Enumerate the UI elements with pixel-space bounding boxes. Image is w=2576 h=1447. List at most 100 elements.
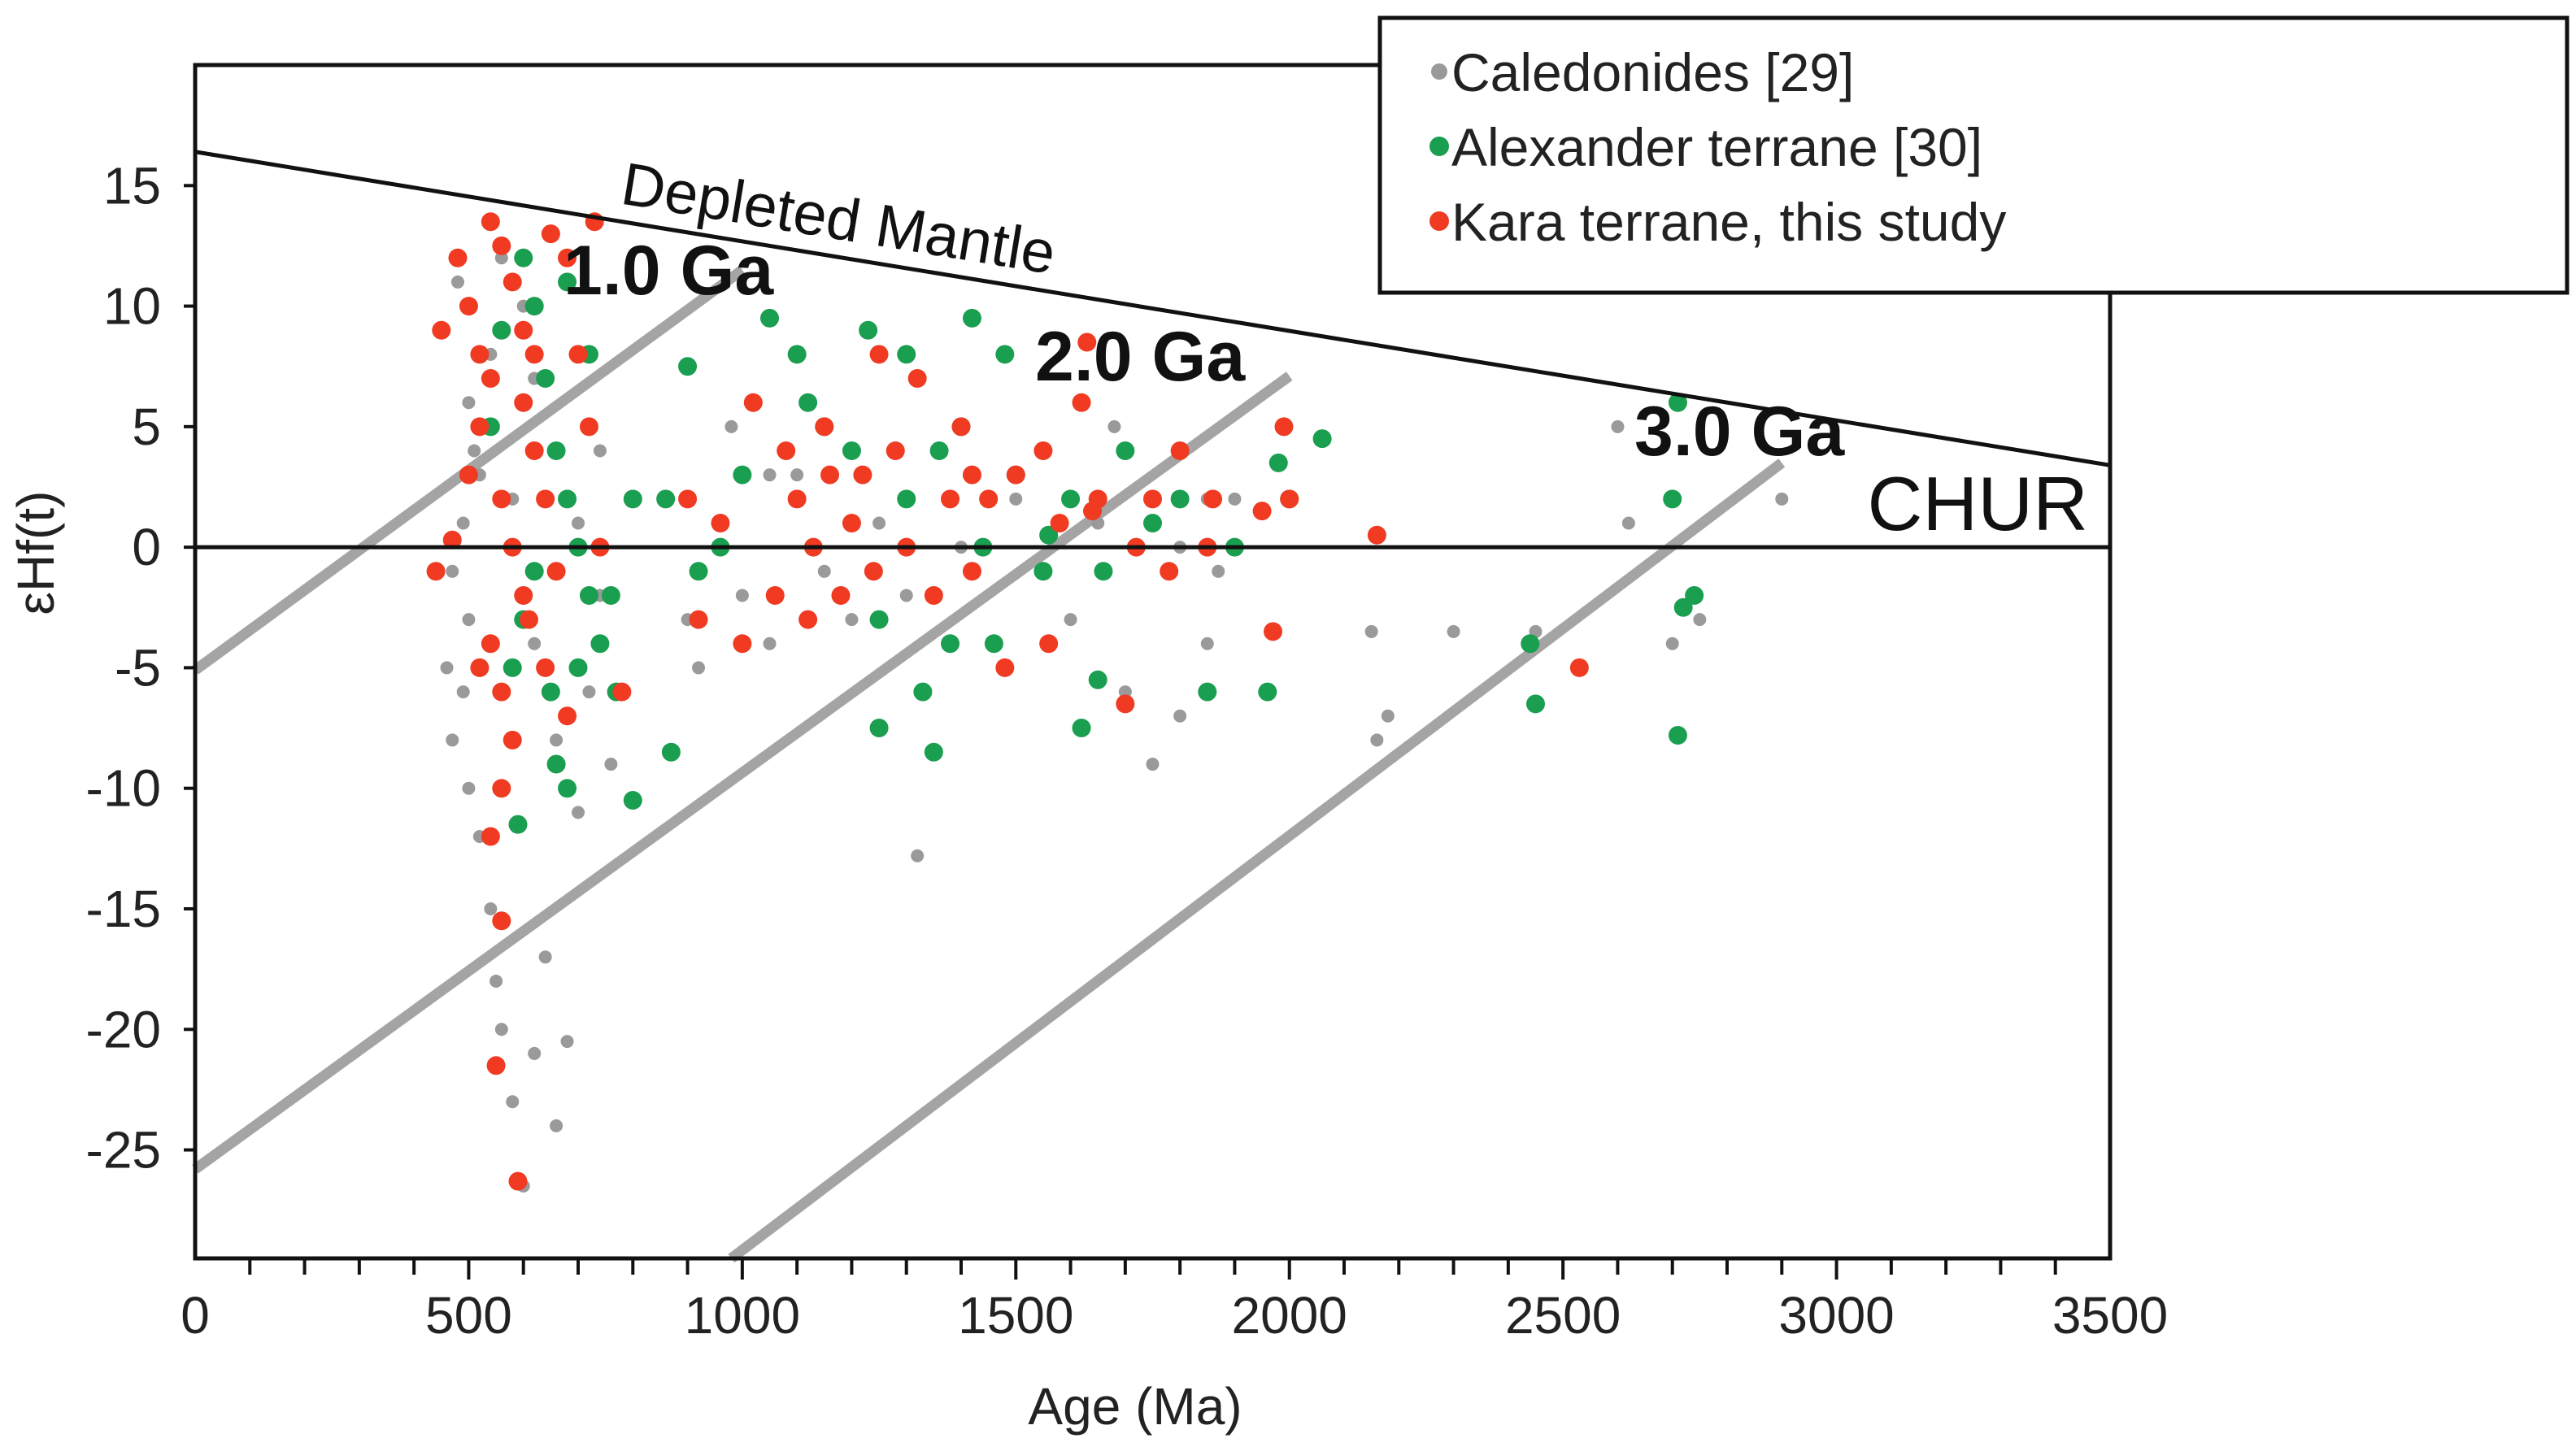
point-alexander bbox=[984, 634, 1003, 654]
y-tick-label: 0 bbox=[132, 518, 161, 576]
point-caledonides bbox=[1447, 624, 1460, 638]
y-tick-label: -10 bbox=[86, 759, 162, 818]
point-alexander bbox=[492, 320, 511, 340]
point-kara bbox=[995, 658, 1015, 677]
point-caledonides bbox=[724, 419, 738, 433]
point-caledonides bbox=[1621, 516, 1635, 530]
point-alexander bbox=[590, 634, 610, 654]
point-caledonides bbox=[560, 1035, 574, 1049]
point-alexander bbox=[601, 585, 620, 605]
point-caledonides bbox=[450, 275, 464, 289]
point-caledonides bbox=[1370, 733, 1384, 747]
point-kara bbox=[514, 393, 533, 412]
point-caledonides bbox=[462, 781, 476, 795]
x-tick-label: 2500 bbox=[1505, 1286, 1621, 1345]
legend-label-alexander: Alexander terrane [30] bbox=[1451, 117, 1982, 177]
point-caledonides bbox=[506, 1095, 520, 1109]
point-kara bbox=[831, 585, 851, 605]
point-alexander bbox=[859, 320, 878, 340]
point-kara bbox=[558, 706, 577, 726]
point-alexander bbox=[546, 441, 566, 461]
point-kara bbox=[1280, 489, 1299, 509]
point-alexander bbox=[929, 441, 949, 461]
point-alexander bbox=[941, 634, 960, 654]
point-caledonides bbox=[692, 661, 706, 675]
x-tick-label: 1500 bbox=[958, 1286, 1073, 1345]
point-kara bbox=[1203, 489, 1223, 509]
point-alexander bbox=[733, 465, 752, 485]
point-kara bbox=[886, 441, 905, 461]
point-kara bbox=[481, 212, 500, 232]
point-caledonides bbox=[872, 516, 886, 530]
point-kara bbox=[524, 441, 544, 461]
point-kara bbox=[568, 345, 588, 364]
point-caledonides bbox=[1364, 624, 1378, 638]
point-caledonides bbox=[462, 396, 476, 410]
point-alexander bbox=[623, 791, 642, 810]
point-caledonides bbox=[440, 661, 454, 675]
legend-marker-caledonides bbox=[1431, 63, 1447, 80]
evolution-line-3ga bbox=[728, 458, 1786, 1263]
point-kara bbox=[678, 489, 698, 509]
point-alexander bbox=[897, 345, 916, 364]
point-kara bbox=[1006, 465, 1025, 485]
point-kara bbox=[1160, 562, 1179, 581]
point-kara bbox=[524, 345, 544, 364]
point-alexander bbox=[558, 489, 577, 509]
x-axis-title: Age (Ma) bbox=[1028, 1377, 1242, 1436]
point-alexander bbox=[568, 658, 588, 677]
point-alexander bbox=[678, 357, 698, 376]
point-alexander bbox=[1312, 429, 1332, 449]
point-kara bbox=[924, 585, 943, 605]
point-alexander bbox=[1685, 585, 1704, 605]
point-alexander bbox=[869, 610, 889, 629]
point-caledonides bbox=[456, 516, 470, 530]
point-alexander bbox=[524, 562, 544, 581]
point-kara bbox=[481, 369, 500, 389]
x-tick-label: 2000 bbox=[1232, 1286, 1347, 1345]
point-caledonides bbox=[817, 564, 831, 578]
point-kara bbox=[1170, 441, 1190, 461]
point-alexander bbox=[995, 345, 1015, 364]
y-tick-label: 5 bbox=[132, 398, 161, 456]
point-caledonides bbox=[494, 251, 508, 265]
point-caledonides bbox=[1200, 637, 1214, 650]
point-kara bbox=[470, 658, 490, 677]
point-kara bbox=[432, 320, 451, 340]
y-tick-label: -20 bbox=[86, 1000, 162, 1058]
point-kara bbox=[869, 345, 889, 364]
point-kara bbox=[1264, 622, 1283, 641]
point-caledonides bbox=[494, 1023, 508, 1036]
point-kara bbox=[492, 489, 511, 509]
point-kara bbox=[1050, 513, 1069, 532]
point-alexander bbox=[760, 308, 779, 328]
point-alexander bbox=[1033, 562, 1053, 581]
point-kara bbox=[1082, 502, 1102, 521]
point-alexander bbox=[689, 562, 708, 581]
point-kara bbox=[951, 417, 971, 437]
point-alexander bbox=[962, 308, 981, 328]
evolution-label-1ga: 1.0 Ga bbox=[564, 232, 774, 310]
point-alexander bbox=[579, 585, 598, 605]
point-caledonides bbox=[1009, 492, 1023, 506]
point-alexander bbox=[541, 682, 560, 702]
point-alexander bbox=[1673, 597, 1693, 617]
point-caledonides bbox=[593, 444, 607, 458]
point-alexander bbox=[1088, 670, 1107, 689]
point-alexander bbox=[558, 779, 577, 798]
point-alexander bbox=[869, 719, 889, 738]
point-caledonides bbox=[604, 758, 618, 771]
point-alexander bbox=[661, 742, 681, 762]
point-alexander bbox=[1663, 489, 1682, 509]
point-alexander bbox=[1258, 682, 1277, 702]
point-kara bbox=[481, 634, 500, 654]
point-caledonides bbox=[911, 849, 925, 863]
legend-label-caledonides: Caledonides [29] bbox=[1451, 42, 1854, 102]
point-kara bbox=[492, 779, 511, 798]
point-kara bbox=[1274, 417, 1294, 437]
y-tick-label: 10 bbox=[103, 277, 161, 336]
point-alexander bbox=[503, 658, 522, 677]
point-kara bbox=[1077, 332, 1097, 352]
point-kara bbox=[519, 610, 538, 629]
